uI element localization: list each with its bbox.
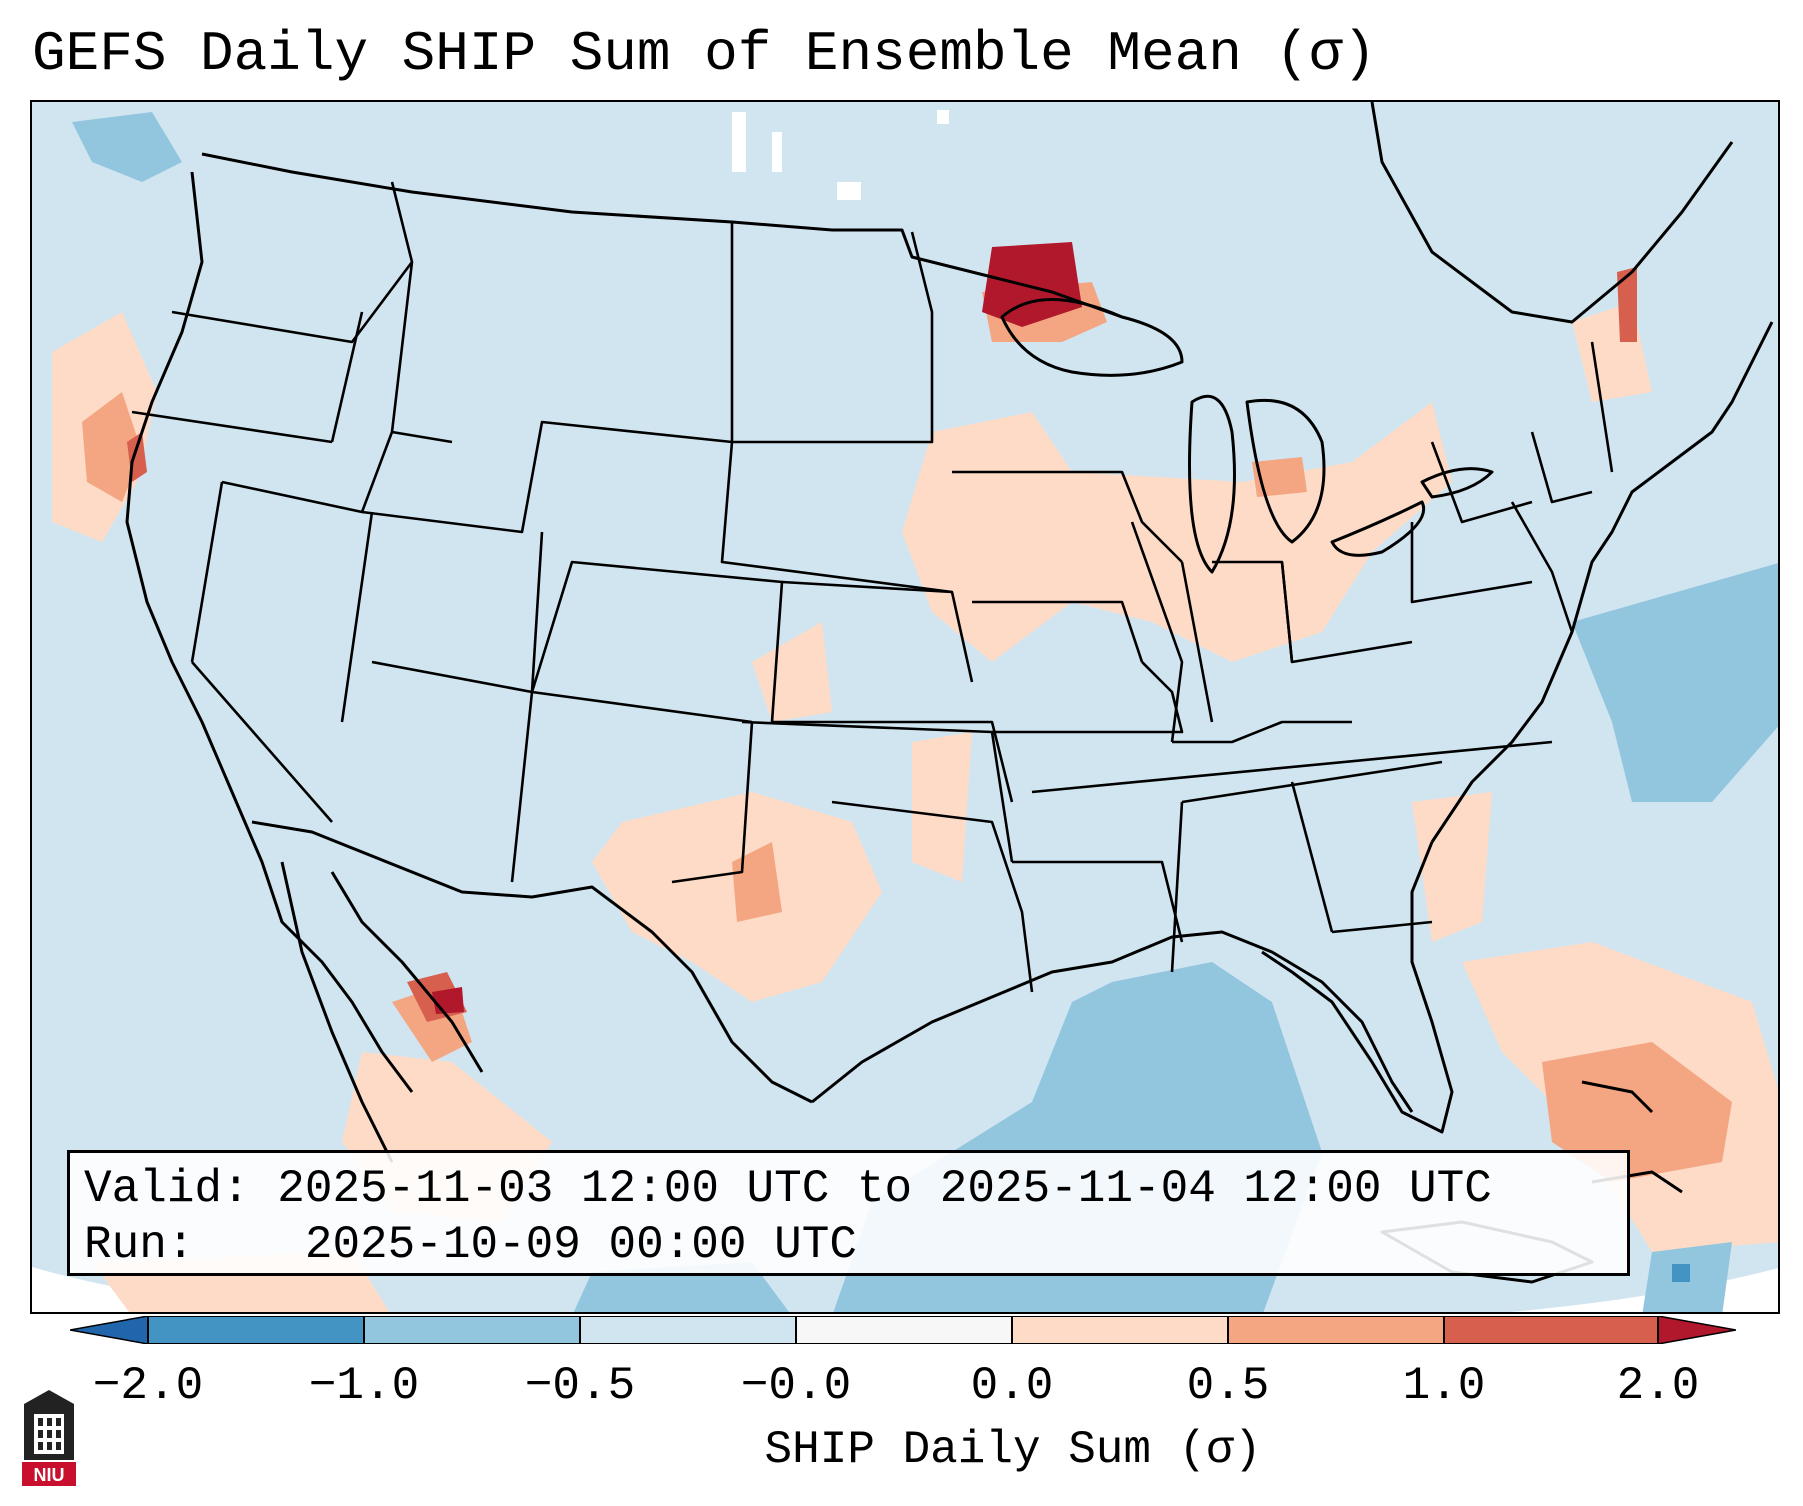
colorbar-bin-2 [364, 1316, 580, 1344]
valid-label: Valid: [84, 1163, 250, 1215]
colorbar-tick-3: −0.5 [524, 1360, 636, 1412]
colorbar-tick-1: −2.0 [92, 1360, 204, 1412]
anomaly-strong-positive [127, 242, 1637, 1022]
anomaly-strong-negative [1672, 1264, 1690, 1282]
missing-data-patches [732, 110, 949, 200]
colorbar-under-arrow [70, 1316, 149, 1344]
run-value: 2025-10-09 00:00 UTC [304, 1219, 857, 1271]
colorbar-bin-5 [1012, 1316, 1228, 1344]
colorbar-bin-6 [1228, 1316, 1444, 1344]
run-label: Run: [84, 1219, 195, 1271]
colorbar [70, 1316, 1736, 1344]
colorbar-tick-7: 1.0 [1402, 1360, 1486, 1412]
valid-value: 2025-11-03 12:00 UTC to 2025-11-04 12:00… [277, 1163, 1492, 1215]
map-panel [30, 100, 1780, 1314]
colorbar-bin-7 [1444, 1316, 1658, 1344]
colorbar-tick-4: −0.0 [740, 1360, 852, 1412]
anomaly-medium-positive [82, 282, 1732, 1182]
colorbar-over-arrow [1657, 1316, 1736, 1344]
colorbar-bin-4 [796, 1316, 1012, 1344]
map-title: GEFS Daily SHIP Sum of Ensemble Mean (σ) [32, 22, 1377, 86]
colorbar-bin-1 [148, 1316, 364, 1344]
valid-run-info-box: Valid: 2025-11-03 12:00 UTC to 2025-11-0… [67, 1150, 1630, 1276]
projection-edge-left [32, 1267, 302, 1312]
logo-text: NIU [34, 1465, 65, 1485]
colorbar-tick-8: 2.0 [1616, 1360, 1700, 1412]
state-borders [131, 181, 1614, 993]
colorbar-tick-6: 0.5 [1186, 1360, 1270, 1412]
colorbar-tick-5: 0.0 [970, 1360, 1054, 1412]
colorbar-label: SHIP Daily Sum (σ) [764, 1424, 1262, 1476]
niu-building-icon: NIU [22, 1390, 76, 1486]
colorbar-tick-2: −1.0 [308, 1360, 420, 1412]
colorbar-bin-3 [580, 1316, 796, 1344]
